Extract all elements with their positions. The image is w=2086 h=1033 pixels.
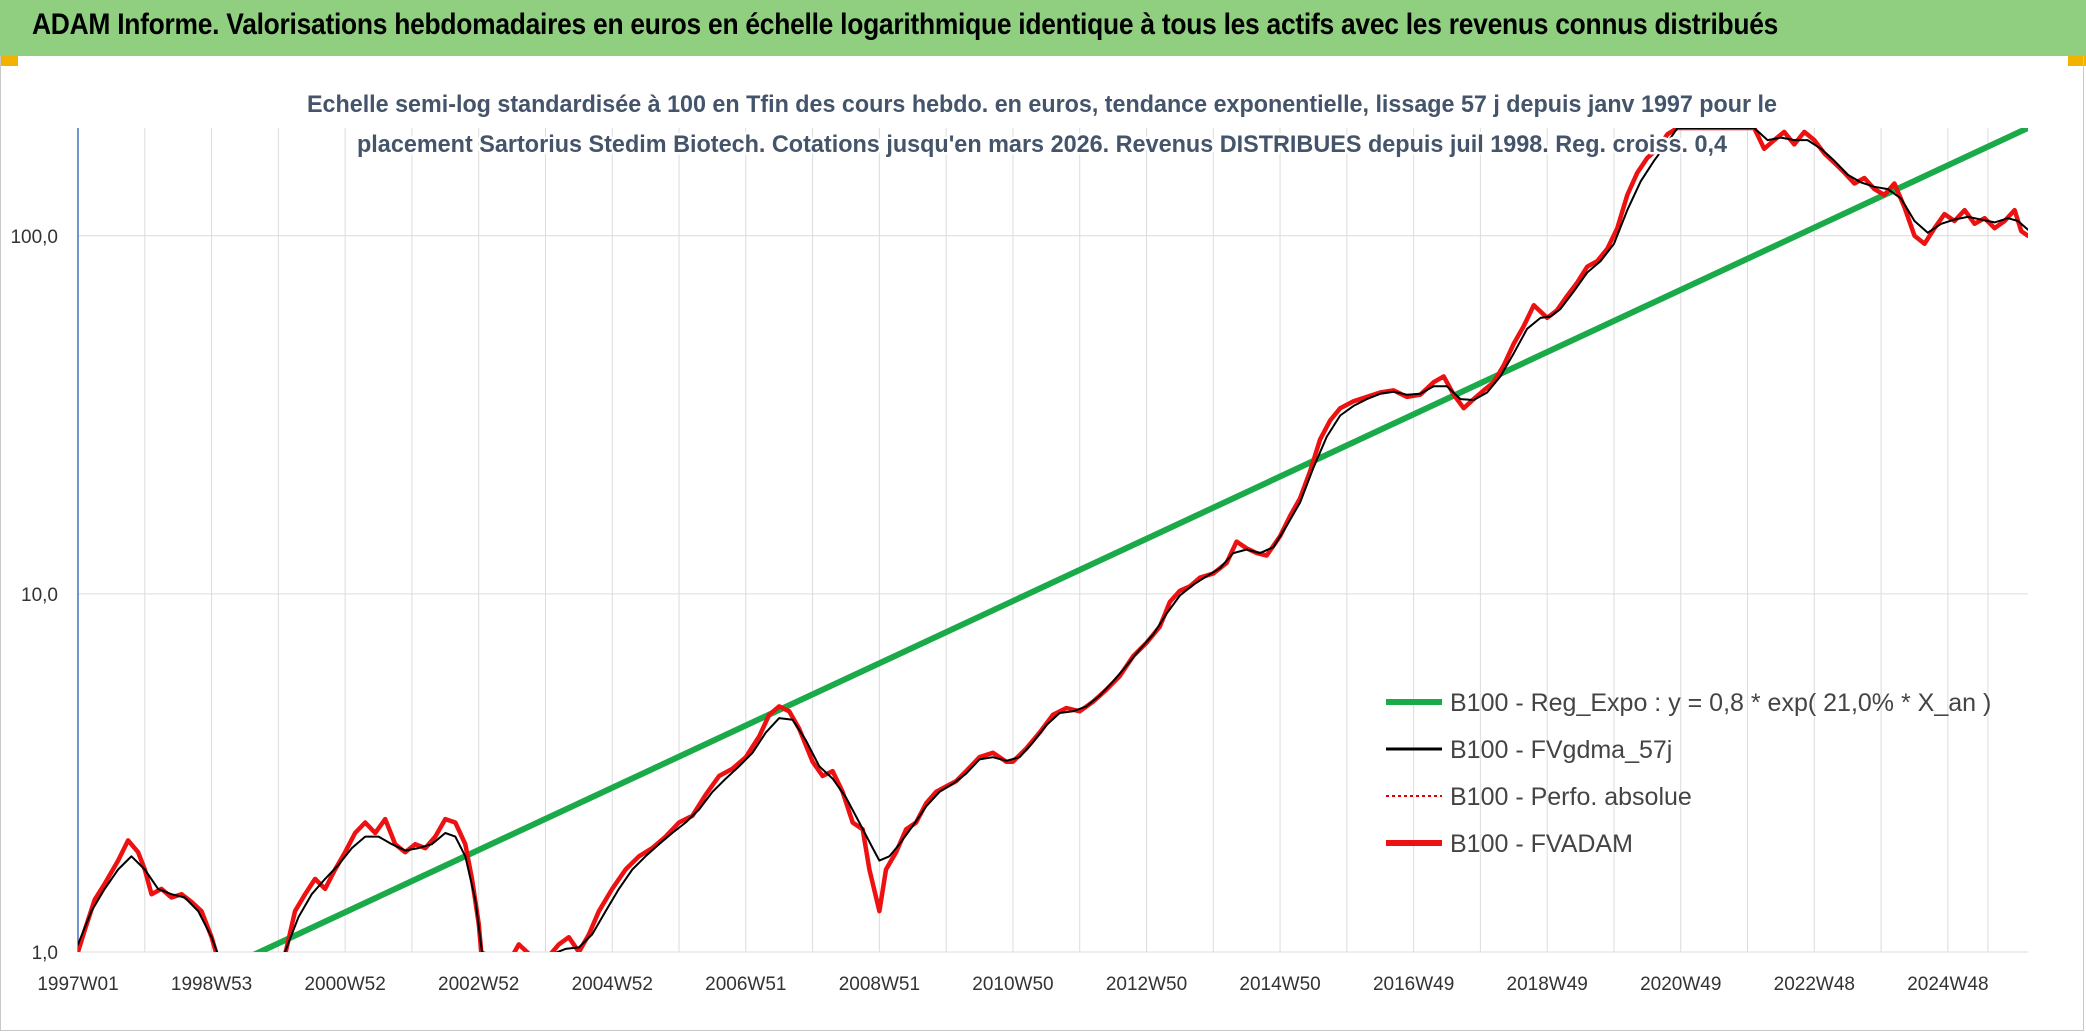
x-tick-label: 2020W49 <box>1640 974 1721 995</box>
legend-label: B100 - FVgdma_57j <box>1450 736 1672 764</box>
x-tick-label: 2022W48 <box>1774 974 1855 995</box>
corner-mark-left <box>0 56 18 66</box>
chart-gridlines <box>77 128 2028 953</box>
x-tick-label: 2006W51 <box>705 974 786 995</box>
y-axis-ticks: 1,0 10,0 100,0 <box>10 227 58 964</box>
x-tick-label: 2010W50 <box>972 974 1053 995</box>
y-tick-label: 100,0 <box>10 227 58 248</box>
x-tick-label: 2016W49 <box>1373 974 1454 995</box>
x-tick-label: 2024W48 <box>1907 974 1988 995</box>
series-line-reg_expo <box>252 128 2028 952</box>
y-tick-label: 1,0 <box>32 943 58 964</box>
x-tick-label: 2018W49 <box>1507 974 1588 995</box>
chart-title: Echelle semi-log standardisée à 100 en T… <box>305 89 1780 161</box>
legend-label: B100 - Perfo. absolue <box>1450 783 1692 811</box>
legend-label: B100 - Reg_Expo : y = 0,8 * exp( 21,0% *… <box>1450 689 1991 717</box>
x-tick-label: 2008W51 <box>839 974 920 995</box>
x-tick-label: 1998W53 <box>171 974 252 995</box>
x-tick-label: 2004W52 <box>572 974 653 995</box>
x-tick-label: 2000W52 <box>304 974 385 995</box>
chart-legend: B100 - Reg_Expo : y = 0,8 * exp( 21,0% *… <box>1386 689 1991 858</box>
report-banner: ADAM Informe. Valorisations hebdomadaire… <box>0 0 2086 56</box>
report-title: ADAM Informe. Valorisations hebdomadaire… <box>32 8 1779 41</box>
chart-title-line: Echelle semi-log standardisée à 100 en T… <box>307 91 1777 118</box>
x-tick-label: 2012W50 <box>1106 974 1187 995</box>
series-line-fvgdma <box>78 128 2028 952</box>
y-tick-label: 10,0 <box>21 585 58 606</box>
chart-title-line: placement Sartorius Stedim Biotech. Cota… <box>357 131 1728 158</box>
x-tick-label: 2002W52 <box>438 974 519 995</box>
x-tick-label: 2014W50 <box>1239 974 1320 995</box>
chart-frame <box>0 56 2084 1031</box>
series-line-fvadam <box>78 128 2028 952</box>
legend-label: B100 - FVADAM <box>1450 830 1633 858</box>
x-tick-label: 1997W01 <box>37 974 118 995</box>
chart-series <box>78 128 2028 952</box>
corner-mark-right <box>2068 56 2086 66</box>
x-axis-ticks: 1997W01 1998W53 2000W52 2002W52 2004W52 2006W… <box>37 974 1988 995</box>
